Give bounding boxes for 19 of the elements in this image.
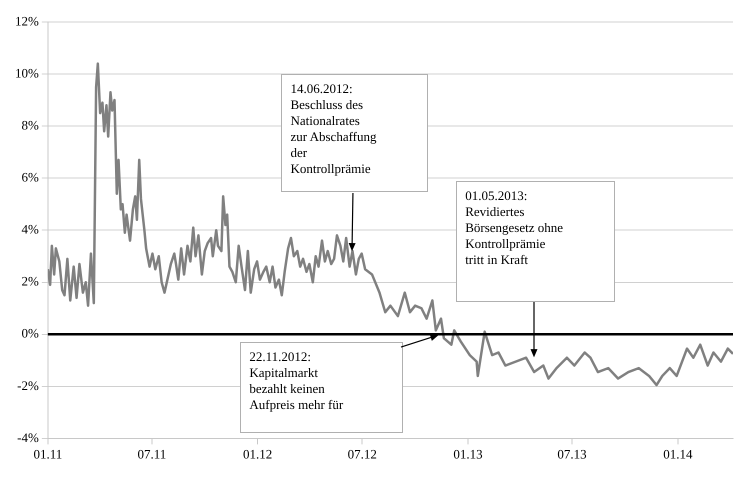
y-tick-label: 10% — [14, 65, 39, 80]
callout-box: 14.06.2012: Beschluss des Nationalrates zur Abschaffung der Kontrollprämie — [281, 74, 428, 192]
y-tick-label: 12% — [14, 13, 39, 28]
y-tick-label: -2% — [17, 378, 39, 393]
x-tick-label: 01.14 — [663, 446, 693, 462]
x-tick-label: 07.12 — [348, 446, 377, 462]
x-tick-label: 01.11 — [33, 446, 62, 462]
x-tick-label: 07.13 — [557, 446, 587, 462]
x-tick-label: 01.12 — [243, 446, 272, 462]
y-tick-label: 6% — [21, 170, 39, 185]
y-tick-label: 4% — [21, 222, 39, 237]
callout-box: 01.05.2013: Revidiertes Börsengesetz ohne Kontrollprämie tritt in Kraft — [456, 181, 616, 302]
y-tick-label: -4% — [17, 430, 39, 445]
y-tick-label: 8% — [21, 118, 39, 133]
callout-box: 22.11.2012: Kapitalmarkt bezahlt keinen Aufpreis mehr für — [240, 342, 403, 433]
x-tick-label: 01.13 — [453, 446, 483, 462]
y-tick-label: 2% — [21, 274, 39, 289]
x-tick-label: 07.11 — [137, 446, 166, 462]
y-tick-label: 0% — [21, 326, 39, 341]
